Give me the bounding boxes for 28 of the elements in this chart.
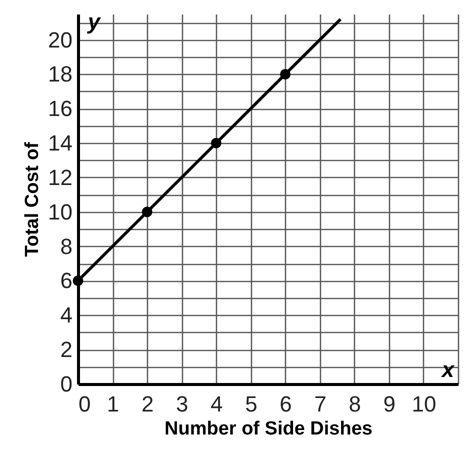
x-tick-label: 6 xyxy=(280,392,292,416)
y-tick-label: 20 xyxy=(48,27,72,52)
y-tick-label: 18 xyxy=(48,62,72,87)
y-tick-label: 0 xyxy=(60,372,72,396)
y-tick-label: 6 xyxy=(60,268,72,294)
x-tick-label: 4 xyxy=(210,392,223,416)
x-tick-label: 1 xyxy=(106,392,120,416)
x-tick-label: 2 xyxy=(141,392,154,416)
point xyxy=(142,206,152,218)
y-tick-label: 16 xyxy=(48,96,72,122)
x-tick-label: 0 xyxy=(78,392,91,416)
x-tick-label: 3 xyxy=(176,392,188,416)
x-tick-label: 9 xyxy=(383,392,396,416)
y-tick-label: 2 xyxy=(60,337,72,362)
y-tick-label: 14 xyxy=(48,130,72,156)
point xyxy=(280,69,291,80)
point xyxy=(72,276,84,286)
x-axis-title: Number of Side Dishes xyxy=(164,418,372,440)
x-tick-label: 7 xyxy=(314,392,326,416)
y-axis-title: Total Cost of xyxy=(22,141,44,257)
y-tick-label: 10 xyxy=(48,199,72,224)
y-tick-label: 4 xyxy=(60,302,72,328)
x-tick-label: 8 xyxy=(348,392,361,416)
y-tick-label: 8 xyxy=(60,234,72,259)
x-tick-label: 5 xyxy=(245,392,258,416)
y-tick-label: 12 xyxy=(48,164,72,190)
x-tick-label: 10 xyxy=(412,392,436,416)
point xyxy=(210,138,222,148)
